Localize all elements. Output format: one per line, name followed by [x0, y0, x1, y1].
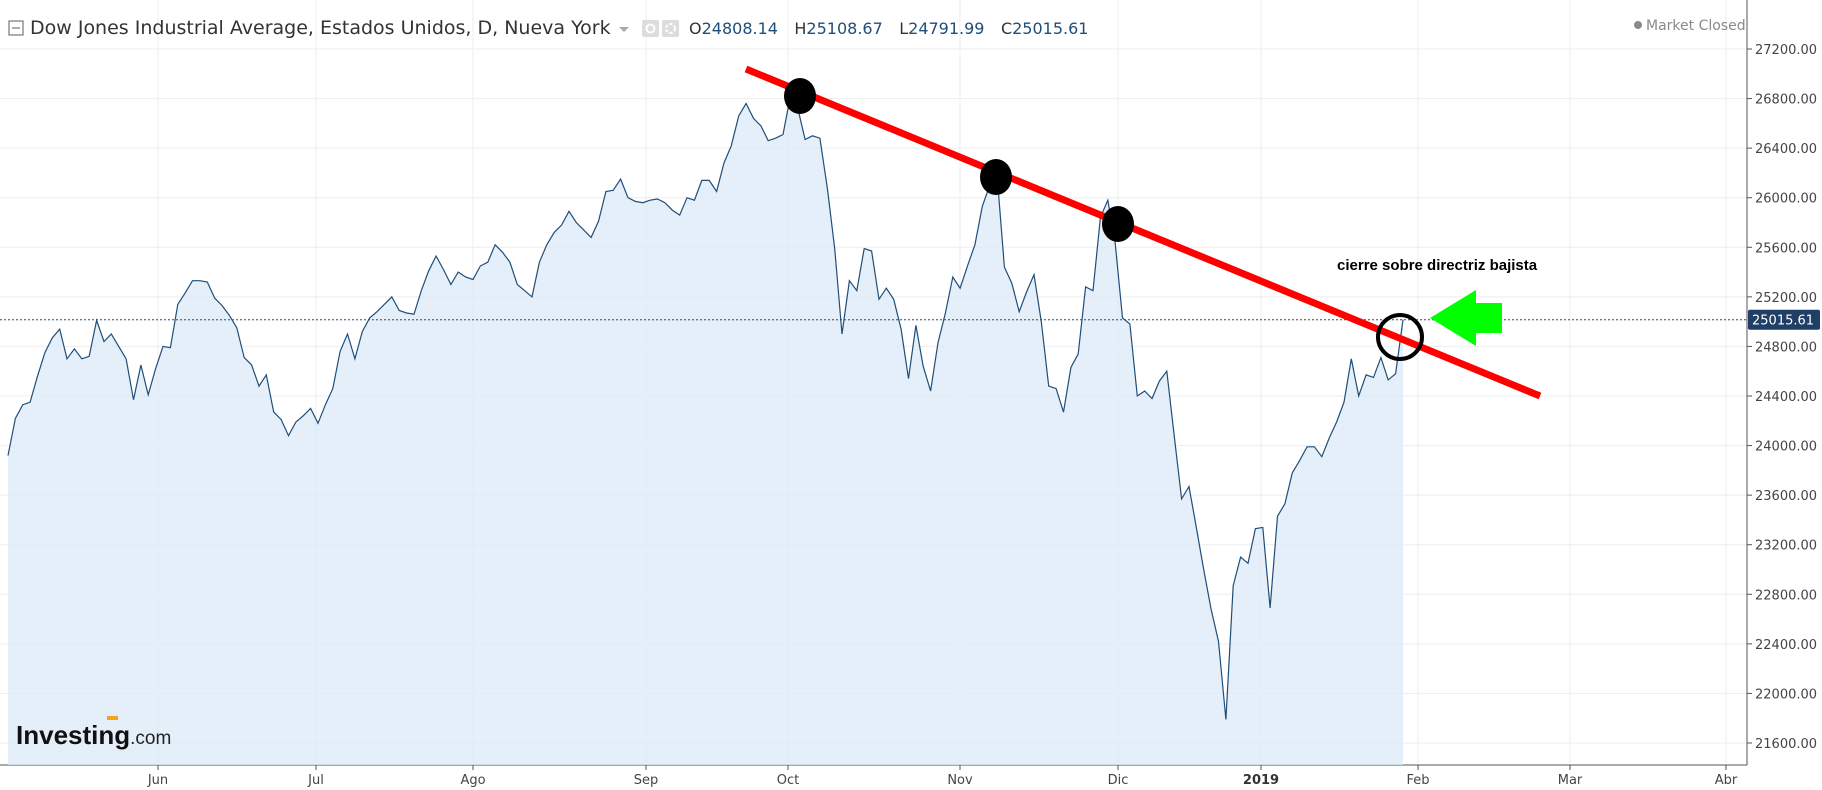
x-tick-label: Abr — [1715, 773, 1738, 788]
y-tick-label: 25200.00 — [1755, 291, 1817, 306]
x-tick-label: Sep — [634, 773, 659, 788]
market-status: Market Closed — [1646, 18, 1746, 34]
open-key: O — [689, 19, 702, 38]
x-tick-label: 2019 — [1243, 773, 1279, 788]
header: Dow Jones Industrial Average, Estados Un… — [8, 17, 1746, 39]
close-value: 25015.61 — [1012, 19, 1088, 38]
high-value: 25108.67 — [806, 19, 882, 38]
x-tick-label: Feb — [1406, 773, 1429, 788]
y-tick-label: 26800.00 — [1755, 93, 1817, 108]
y-tick-label: 26400.00 — [1755, 142, 1817, 157]
x-tick-label: Oct — [777, 773, 799, 788]
dropdown-caret-icon[interactable] — [619, 27, 629, 32]
settings-icon[interactable] — [642, 20, 659, 37]
x-tick-label: Jul — [307, 773, 324, 788]
ohlc: O24808.14 H25108.67 L24791.99 C25015.61 — [689, 19, 1088, 38]
y-tick-label: 23600.00 — [1755, 489, 1817, 504]
y-tick-label: 23200.00 — [1755, 539, 1817, 554]
last-price-badge: 25015.61 — [1748, 309, 1820, 330]
y-tick-label: 26000.00 — [1755, 192, 1817, 207]
y-tick-label: 22000.00 — [1755, 687, 1817, 702]
green-arrow-icon — [1430, 290, 1502, 346]
y-tick-label: 21600.00 — [1755, 737, 1817, 752]
last-price-badge-bg — [1748, 309, 1820, 330]
price-line — [7, 94, 1404, 720]
instrument-title: Dow Jones Industrial Average, Estados Un… — [30, 17, 611, 39]
peak-marker-oct — [784, 78, 816, 114]
y-tick-label: 22800.00 — [1755, 588, 1817, 603]
open-value: 24808.14 — [702, 19, 778, 38]
downtrend-line — [744, 65, 1542, 400]
x-tick-label: Nov — [947, 773, 973, 788]
y-tick-label: 22400.00 — [1755, 638, 1817, 653]
price-axis: 27200.00 26800.00 26400.00 26000.00 25600.00… — [1747, 43, 1817, 752]
peak-marker-nov — [980, 159, 1012, 195]
time-axis: Jun Jul Ago Sep Oct Nov Dic 2019 Feb Mar Abr — [147, 765, 1738, 788]
gear-icon[interactable] — [662, 20, 679, 37]
y-tick-label: 24800.00 — [1755, 340, 1817, 355]
y-tick-label: 24000.00 — [1755, 440, 1817, 455]
x-tick-label: Dic — [1108, 773, 1129, 788]
high-key: H — [794, 19, 806, 38]
logo-text: Investing.com — [16, 720, 171, 750]
y-tick-label: 25600.00 — [1755, 241, 1817, 256]
y-tick-label: 27200.00 — [1755, 43, 1817, 58]
x-tick-label: Mar — [1558, 773, 1583, 788]
last-price-label: 25015.61 — [1752, 314, 1814, 329]
low-key: L — [899, 19, 908, 38]
investing-logo: Investing.com — [16, 716, 171, 750]
peak-marker-dic — [1102, 206, 1134, 242]
market-status-dot — [1634, 21, 1642, 29]
y-tick-label: 24400.00 — [1755, 390, 1817, 405]
logo-accent — [107, 716, 118, 720]
breakout-circle — [1376, 313, 1424, 361]
close-key: C — [1001, 19, 1012, 38]
x-tick-label: Ago — [460, 773, 485, 788]
x-tick-label: Jun — [147, 773, 168, 788]
low-value: 24791.99 — [908, 19, 984, 38]
breakout-annotation: cierre sobre directriz bajista — [1337, 257, 1538, 274]
price-area — [8, 96, 1403, 766]
